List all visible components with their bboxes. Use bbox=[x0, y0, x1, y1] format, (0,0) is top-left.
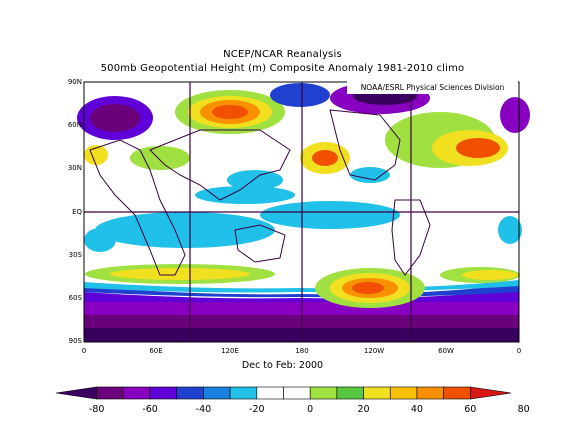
title-line-1: NCEP/NCAR Reanalysis bbox=[223, 49, 342, 60]
colorbar-tick-label: 40 bbox=[410, 404, 423, 415]
colorbar-segment bbox=[123, 386, 151, 400]
colorbar-segment bbox=[55, 386, 97, 400]
colorbar-tick-label: -80 bbox=[88, 404, 105, 415]
lat-label-60n: 60N bbox=[67, 121, 82, 129]
colorbar-segment bbox=[309, 386, 338, 400]
colorbar-tick-label: 20 bbox=[357, 404, 370, 415]
lon-label-60e: 60E bbox=[149, 347, 163, 355]
colorbar-segment bbox=[283, 386, 311, 400]
colorbar-segment bbox=[363, 386, 391, 400]
colorbar-segment bbox=[229, 386, 258, 400]
lon-label-120e: 120E bbox=[221, 347, 239, 355]
colorbar-tick-label: 60 bbox=[464, 404, 477, 415]
credit-label: NOAA/ESRL Physical Sciences Division bbox=[347, 81, 518, 94]
lon-label-60w: 60W bbox=[438, 347, 454, 355]
lon-label-0-end: 0 bbox=[516, 347, 522, 355]
colorbar-segment bbox=[149, 386, 178, 400]
title-line-2: 500mb Geopotential Height (m) Composite … bbox=[100, 63, 465, 74]
colorbar-tick-label: 80 bbox=[517, 404, 530, 415]
lat-label-90n: 90N bbox=[67, 78, 82, 86]
colorbar-tick-label: -40 bbox=[195, 404, 212, 415]
colorbar-segment bbox=[336, 386, 364, 400]
period-label: Dec to Feb: 2000 bbox=[241, 360, 324, 371]
lon-label-0: 0 bbox=[81, 347, 87, 355]
grid-lines bbox=[84, 82, 519, 342]
lat-label-30s: 30S bbox=[68, 251, 82, 259]
colorbar-tick-label: -60 bbox=[142, 404, 158, 415]
colorbar-segment bbox=[389, 386, 418, 400]
colorbar-segment bbox=[203, 386, 231, 400]
lat-label-60s: 60S bbox=[68, 294, 82, 302]
colorbar-segment bbox=[256, 386, 284, 400]
colorbar-segment bbox=[416, 386, 444, 400]
coastlines bbox=[89, 109, 431, 276]
colorbar-tick-label: 0 bbox=[307, 404, 314, 415]
lon-label-180: 180 bbox=[295, 347, 309, 355]
lat-label-90s: 90S bbox=[68, 337, 82, 345]
lat-label-30n: 30N bbox=[67, 164, 82, 172]
colorbar-segment bbox=[470, 386, 512, 400]
colorbar bbox=[55, 386, 512, 400]
colorbar-tick-label: -20 bbox=[249, 404, 265, 415]
lat-label-eq: EQ bbox=[72, 208, 82, 216]
colorbar-segment bbox=[96, 386, 124, 400]
colorbar-segment bbox=[443, 386, 471, 400]
map-frame bbox=[83, 81, 520, 343]
colorbar-segment bbox=[176, 386, 204, 400]
lon-label-120w: 120W bbox=[363, 347, 385, 355]
